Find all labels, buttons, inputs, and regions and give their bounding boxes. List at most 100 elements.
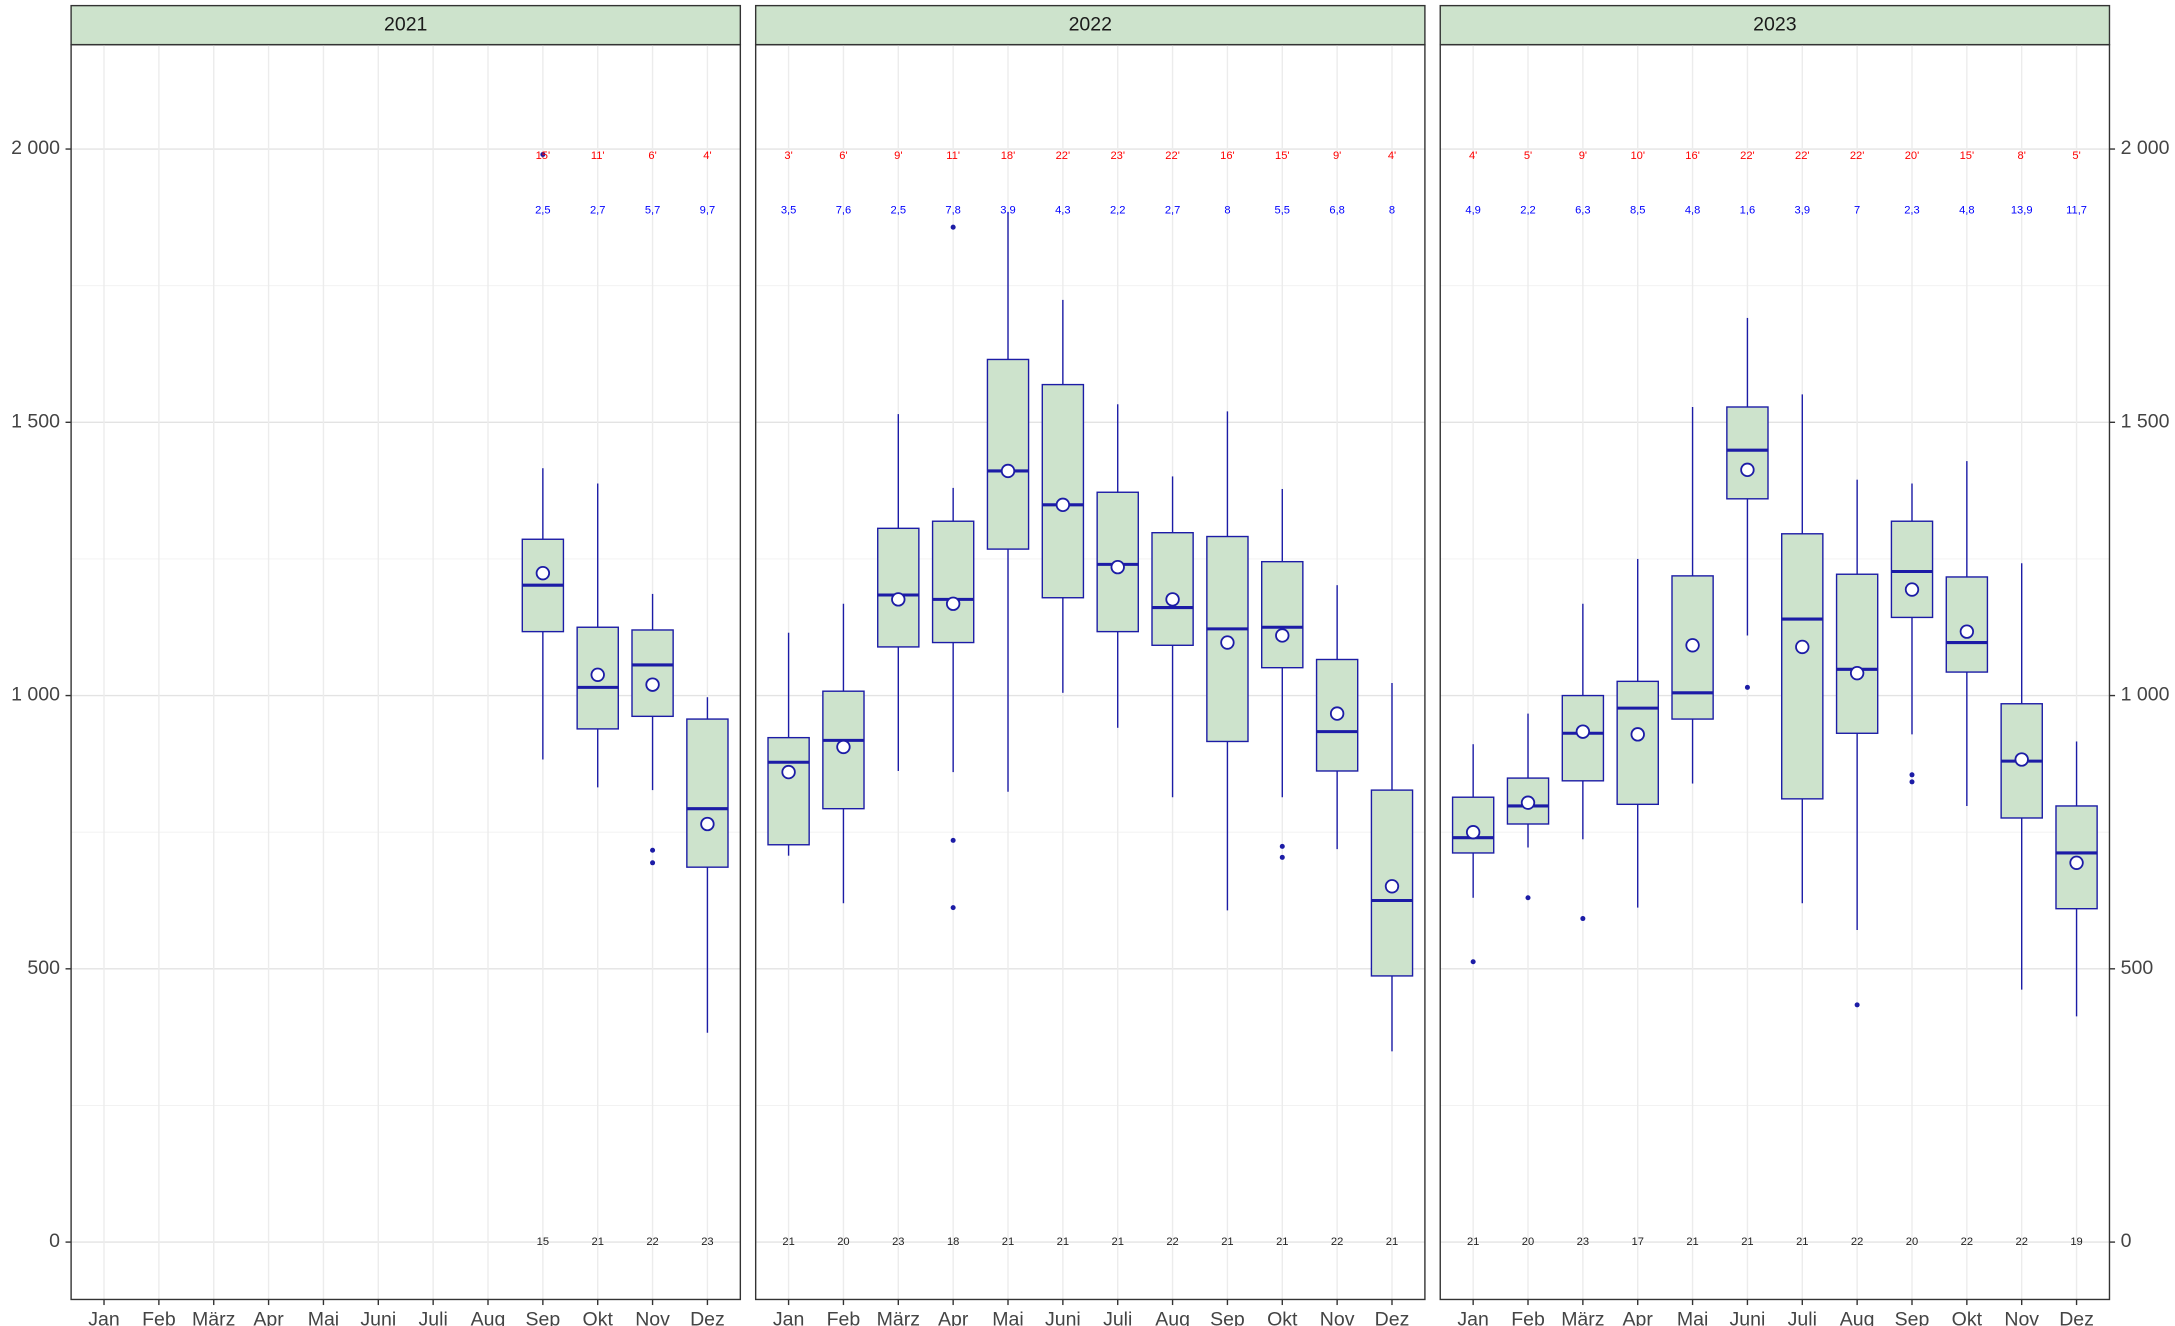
- x-tick-label: Mai: [992, 1309, 1023, 1326]
- mid-label: 7,6: [836, 205, 852, 217]
- x-tick-label: Feb: [1511, 1309, 1545, 1326]
- count-label: 21: [1221, 1236, 1233, 1248]
- box: [1781, 533, 1824, 800]
- box: [1616, 680, 1659, 806]
- top-label: 16': [1685, 150, 1700, 162]
- mean: [1740, 462, 1755, 478]
- mean: [1275, 628, 1290, 643]
- mean: [945, 596, 961, 611]
- count-label: 21: [592, 1236, 604, 1248]
- outlier: [540, 151, 546, 158]
- x-tick-label: Dez: [690, 1309, 725, 1326]
- box: [631, 629, 674, 718]
- outlier: [950, 837, 956, 843]
- mean: [2069, 855, 2084, 870]
- mean: [590, 667, 605, 682]
- y-tick-label: 2 000: [2121, 137, 2170, 159]
- x-tick-label: Apr: [938, 1309, 969, 1326]
- mid-label: 2,3: [1904, 205, 1919, 217]
- x-tick-label: Nov: [635, 1309, 670, 1326]
- mean: [1630, 727, 1645, 742]
- count-label: 21: [1112, 1236, 1124, 1248]
- count-label: 21: [1386, 1236, 1398, 1248]
- mid-label: 4,3: [1055, 205, 1071, 217]
- outlier: [1854, 1002, 1860, 1008]
- count-label: 19: [2070, 1236, 2082, 1248]
- box: [576, 626, 619, 730]
- strip-label: 2023: [1753, 13, 1796, 35]
- mid-label: 5,5: [1275, 205, 1291, 217]
- x-tick-label: Okt: [1267, 1309, 1298, 1326]
- count-label: 21: [782, 1236, 794, 1248]
- mean: [1055, 497, 1071, 513]
- panel-border: [754, 43, 1426, 1301]
- strip: [754, 4, 1426, 46]
- x-tick-label: Jan: [773, 1309, 804, 1326]
- outlier: [1470, 959, 1476, 965]
- top-label: 9': [894, 150, 902, 162]
- count-label: 20: [837, 1236, 849, 1248]
- outlier: [1525, 895, 1531, 901]
- x-tick-label: Feb: [827, 1309, 861, 1326]
- mean: [1685, 638, 1700, 653]
- mid-label: 2,5: [891, 205, 907, 217]
- x-tick-label: Juli: [419, 1309, 448, 1326]
- mid-label: 1,6: [1740, 205, 1755, 217]
- x-tick-label: Nov: [1320, 1309, 1355, 1326]
- mean: [1110, 559, 1125, 575]
- count-label: 20: [1522, 1236, 1534, 1248]
- strip-label: 2022: [1069, 13, 1112, 35]
- top-label: 9': [1333, 150, 1341, 162]
- top-label: 5': [1524, 150, 1532, 162]
- top-label: 4': [703, 150, 711, 162]
- count-label: 20: [1906, 1236, 1918, 1248]
- mid-label: 8: [1389, 205, 1395, 217]
- outlier: [1909, 772, 1915, 778]
- x-tick-label: Okt: [583, 1309, 614, 1326]
- x-tick-label: Juli: [1103, 1309, 1132, 1326]
- top-label: 6': [648, 150, 656, 162]
- top-label: 3': [784, 150, 792, 162]
- mid-label: 3,9: [1000, 205, 1016, 217]
- x-tick-label: Sep: [526, 1309, 561, 1326]
- top-label: 4': [1469, 150, 1477, 162]
- mid-label: 13,9: [2011, 205, 2033, 217]
- top-label: 8': [2018, 150, 2026, 162]
- count-label: 21: [1741, 1236, 1753, 1248]
- mean: [1000, 463, 1016, 479]
- count-label: 23: [701, 1236, 713, 1248]
- top-label: 15': [536, 150, 551, 162]
- x-tick-label: Jan: [88, 1309, 119, 1326]
- x-tick-label: Okt: [1952, 1309, 1983, 1326]
- box: [1206, 535, 1249, 743]
- top-label: 10': [1630, 150, 1645, 162]
- top-label: 16': [1220, 150, 1235, 162]
- y-tick-label: 0: [2121, 1230, 2132, 1252]
- count-label: 23: [1577, 1236, 1589, 1248]
- outlier: [650, 860, 656, 866]
- x-tick-label: Jan: [1457, 1309, 1488, 1326]
- panel-border: [1439, 43, 2111, 1301]
- y-tick-label: 1 000: [11, 684, 60, 706]
- x-tick-label: Mai: [308, 1309, 339, 1326]
- mean: [1959, 624, 1975, 639]
- strip: [70, 4, 742, 46]
- x-tick-label: Aug: [1155, 1309, 1190, 1326]
- mid-label: 2,2: [1110, 205, 1126, 217]
- top-label: 23': [1110, 150, 1125, 162]
- top-label: 22': [1850, 150, 1865, 162]
- outlier: [1279, 854, 1285, 860]
- mid-label: 2,7: [1165, 205, 1181, 217]
- box: [1945, 576, 1989, 673]
- box: [1151, 532, 1194, 646]
- x-tick-label: Apr: [1623, 1309, 1654, 1326]
- mid-label: 6,8: [1329, 205, 1345, 217]
- mid-label: 2,2: [1520, 205, 1535, 217]
- outlier: [1909, 779, 1915, 785]
- box: [1096, 491, 1139, 633]
- outlier: [1279, 843, 1285, 849]
- outlier: [950, 905, 956, 911]
- mean: [1384, 879, 1400, 894]
- mean: [1165, 592, 1180, 607]
